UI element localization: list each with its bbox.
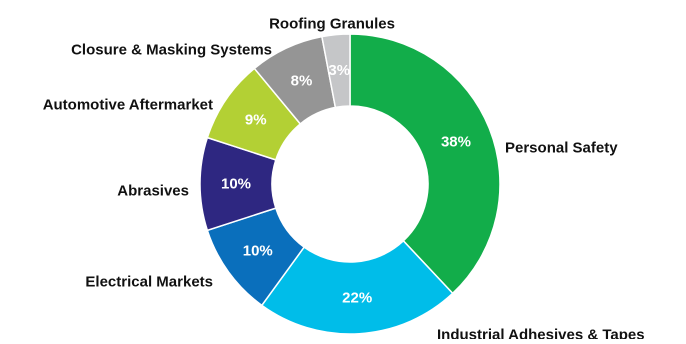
category-label-electrical-markets: Electrical Markets <box>85 274 213 291</box>
value-labels-group: 38% 22% 10% 10% 9% 8% 3% <box>221 62 471 306</box>
value-label-personal-safety: 38% <box>441 134 471 151</box>
value-label-electrical-markets: 10% <box>243 243 273 260</box>
value-label-abrasives: 10% <box>221 176 251 193</box>
value-label-roofing-granules: 3% <box>328 62 350 79</box>
slice-industrial-adhesives-and-tapes <box>260 239 454 335</box>
slice-roofing-granules <box>321 33 351 109</box>
category-label-personal-safety: Personal Safety <box>505 140 618 157</box>
category-label-abrasives: Abrasives <box>117 183 189 200</box>
value-label-automotive-aftermarket: 9% <box>245 111 267 128</box>
category-label-closure-and-masking-systems: Closure & Masking Systems <box>71 42 272 59</box>
category-label-automotive-aftermarket: Automotive Aftermarket <box>43 97 213 114</box>
value-label-industrial-adhesives-and-tapes: 22% <box>342 289 372 306</box>
category-label-industrial-adhesives-and-tapes: Industrial Adhesives & Tapes <box>437 327 645 340</box>
value-label-closure-and-masking-systems: 8% <box>291 72 313 89</box>
category-label-roofing-granules: Roofing Granules <box>269 16 395 33</box>
slices-group <box>199 33 501 335</box>
slice-personal-safety <box>349 33 501 295</box>
